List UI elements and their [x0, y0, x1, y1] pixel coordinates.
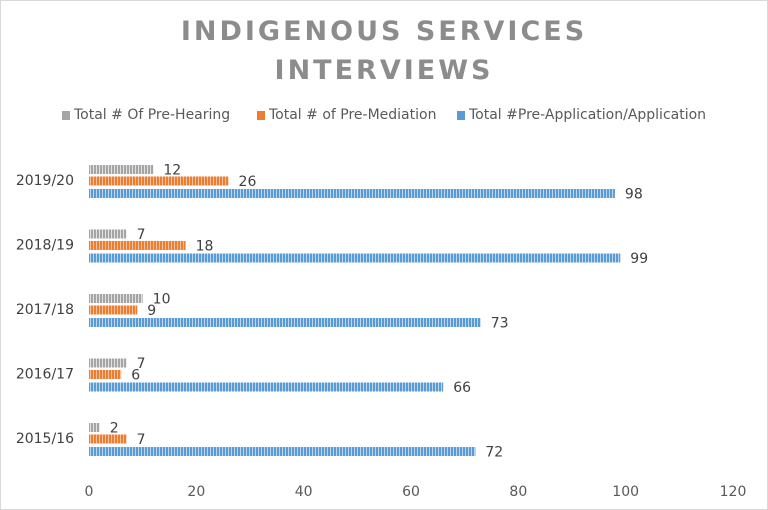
- bar-pre-hearing: [89, 358, 127, 368]
- chart-title-line-2: INTERVIEWS: [274, 55, 494, 86]
- data-label-pre-mediation: 26: [239, 174, 257, 190]
- bar-pre-mediation: [89, 241, 186, 250]
- legend-swatch-pre-application: [457, 111, 465, 120]
- legend-swatch-pre-hearing: [62, 111, 70, 120]
- bar-pre-hearing: [89, 423, 100, 432]
- legend-label-pre-application: Total #Pre-Application/Application: [469, 107, 707, 123]
- data-label-pre-application: 66: [453, 380, 471, 396]
- data-label-pre-application: 99: [630, 251, 648, 267]
- category-label: 2018/19: [16, 238, 74, 254]
- legend-swatch-pre-mediation: [257, 111, 265, 120]
- bar-pre-mediation: [89, 370, 122, 379]
- bar-pre-hearing: [89, 229, 127, 239]
- bar-pre-application: [89, 382, 444, 392]
- legend-label-pre-mediation: Total # of Pre-Mediation: [269, 107, 437, 123]
- category-label: 2017/18: [16, 302, 74, 318]
- data-label-pre-hearing: 2: [110, 421, 119, 437]
- x-tick-label: 120: [720, 484, 747, 500]
- bar-pre-mediation: [89, 305, 138, 315]
- data-label-pre-hearing: 7: [137, 356, 146, 372]
- data-label-pre-hearing: 12: [163, 163, 181, 179]
- data-label-pre-mediation: 9: [147, 303, 156, 319]
- data-label-pre-application: 73: [491, 316, 509, 332]
- legend-item-pre-mediation: Total # of Pre-Mediation: [257, 107, 436, 123]
- data-label-pre-application: 98: [625, 187, 643, 203]
- x-tick-label: 100: [612, 484, 639, 500]
- data-label-pre-application: 72: [485, 445, 503, 461]
- data-label-pre-mediation: 18: [196, 239, 214, 255]
- category-label: 2015/16: [16, 431, 74, 447]
- category-label: 2019/20: [16, 173, 74, 189]
- data-label-pre-hearing: 10: [153, 292, 171, 308]
- x-tick-label: 60: [402, 484, 420, 500]
- bar-pre-application: [89, 447, 476, 456]
- bar-pre-hearing: [89, 294, 143, 303]
- legend-item-pre-application: Total #Pre-Application/Application: [457, 107, 706, 123]
- bar-pre-application: [89, 318, 481, 327]
- data-label-pre-mediation: 6: [131, 368, 140, 384]
- bar-pre-mediation: [89, 176, 229, 186]
- legend-label-pre-hearing: Total # Of Pre-Hearing: [74, 107, 231, 123]
- bar-pre-application: [89, 253, 621, 263]
- category-label: 2016/17: [16, 367, 74, 383]
- x-tick-label: 20: [187, 484, 205, 500]
- x-tick-label: 40: [295, 484, 313, 500]
- data-label-pre-hearing: 7: [137, 227, 146, 243]
- data-label-pre-mediation: 7: [137, 432, 146, 448]
- chart-title-line-1: INDIGENOUS SERVICES: [180, 16, 588, 47]
- bar-pre-hearing: [89, 165, 154, 174]
- legend-item-pre-hearing: Total # Of Pre-Hearing: [62, 107, 230, 123]
- x-tick-label: 0: [85, 484, 94, 500]
- x-tick-label: 80: [509, 484, 527, 500]
- bar-pre-application: [89, 189, 615, 198]
- bar-pre-mediation: [89, 434, 127, 444]
